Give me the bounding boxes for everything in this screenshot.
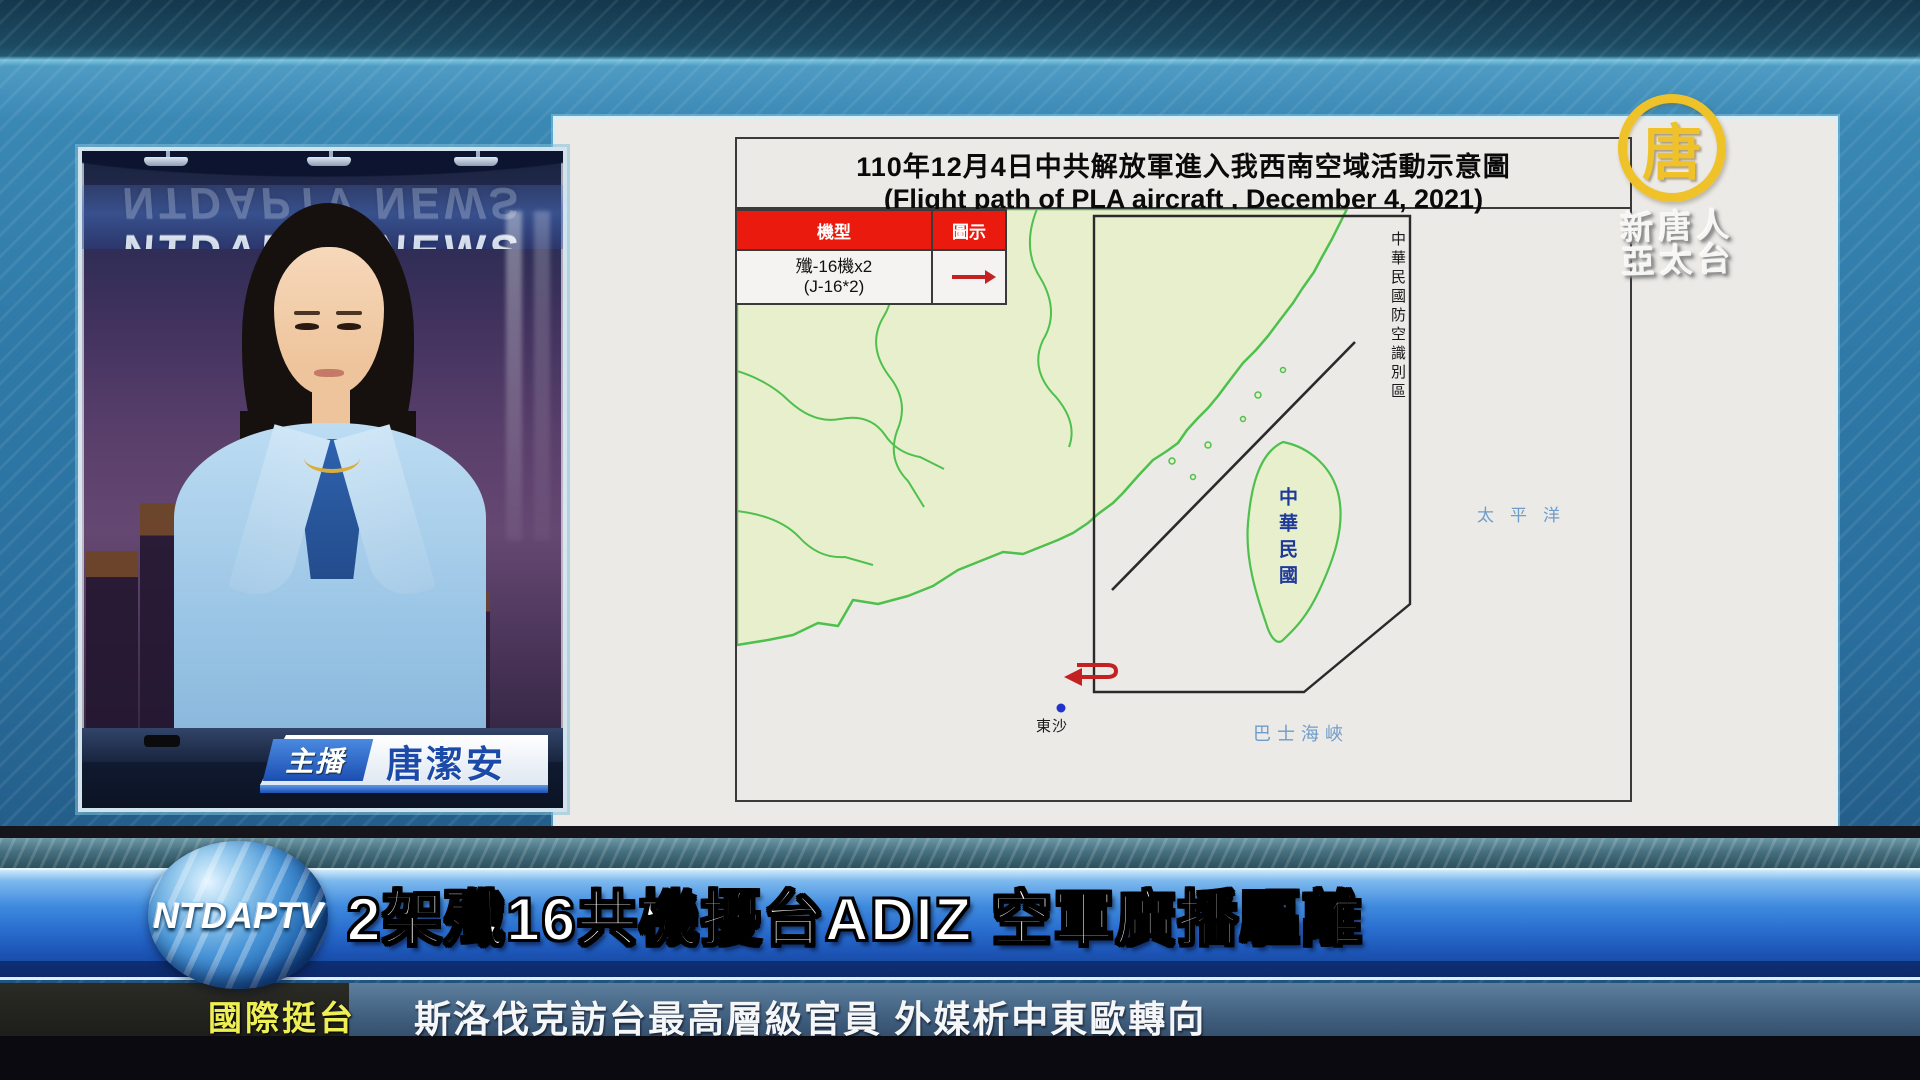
ntdaptv-globe-logo: NTDAPTV — [148, 841, 328, 989]
legend-col-symbol: 圖示 — [952, 222, 986, 242]
legend-aircraft-type: 殲-16機x2 (J-16*2) — [737, 251, 933, 303]
province-border — [737, 370, 945, 470]
strait-median-line — [1111, 341, 1356, 591]
legend-aircraft-type-en: (J-16*2) — [803, 277, 865, 296]
globe-sphere — [148, 841, 328, 989]
ntd-seal-logo: 唐 — [1618, 94, 1726, 202]
chart-title-zh: 110年12月4日中共解放軍進入我西南空域活動示意圖 — [856, 152, 1511, 182]
studio-light — [454, 151, 498, 166]
map-canvas — [737, 209, 1412, 713]
legend-header-row: 機型 圖示 — [737, 211, 1005, 249]
ticker-category-box — [0, 983, 349, 1036]
ticker-text: 斯洛伐克訪台最高層級官員 外媒析中東歐轉向 — [414, 999, 1207, 1040]
adiz-boundary — [1092, 214, 1412, 694]
nametag-underline — [260, 785, 548, 793]
map-panel: 110年12月4日中共解放軍進入我西南空域活動示意圖 (Flight path … — [553, 116, 1838, 828]
studio-light — [307, 151, 351, 166]
mainland-china-landmass — [737, 209, 1349, 647]
legend-col-aircraft-type: 機型 — [737, 211, 933, 249]
legend-symbol-cell — [933, 251, 1005, 303]
coastal-islands — [1168, 366, 1287, 481]
flight-path-arrow-icon — [952, 270, 996, 284]
bottom-black-band — [0, 1036, 1920, 1080]
anchor-neck — [312, 387, 350, 429]
studio-light — [144, 151, 188, 166]
anchor-necklace — [304, 443, 360, 473]
city-skyline-building — [86, 551, 138, 736]
divider-black-band — [0, 826, 1920, 838]
anchor-eye — [295, 323, 319, 330]
legend-data-row: 殲-16機x2 (J-16*2) — [737, 249, 1005, 303]
anchor-video-frame: NTDAPTV NEWS NTDAPTV NEWS 主播 唐潔安 — [78, 147, 567, 812]
anchor-nametag: 主播 唐潔安 — [260, 735, 548, 795]
brand-line1: 新唐人 — [1619, 206, 1736, 247]
taiwan-island — [1246, 440, 1342, 643]
label-pacific: 太平洋 — [1477, 506, 1576, 525]
globe-text: NTDAPTV — [153, 895, 323, 936]
anchor-face — [274, 247, 384, 395]
desk-remote — [144, 735, 180, 747]
anchor-lips — [314, 369, 344, 377]
label-taiwan: 中華民國 — [1276, 487, 1297, 591]
anchor-eyebrow — [294, 311, 320, 315]
backdrop-light-streak — [534, 211, 550, 541]
anchor-eyebrow — [336, 311, 362, 315]
nametag-role-label: 主播 — [262, 739, 374, 781]
label-dongsha: 東沙 — [1036, 718, 1069, 735]
chart-title-box: 110年12月4日中共解放軍進入我西南空域活動示意圖 (Flight path … — [737, 139, 1630, 214]
brand-line2: 亞太台 — [1620, 240, 1737, 281]
legend-aircraft-type-zh: 殲-16機x2 — [795, 257, 873, 276]
station-brand: 新唐人 亞太台 — [1595, 206, 1761, 281]
legend-table: 機型 圖示 殲-16機x2 (J-16*2) — [737, 209, 1007, 305]
backdrop-light-streak — [506, 211, 522, 541]
label-adiz: 中華民國防空識別區 — [1389, 231, 1406, 402]
dongsha-dot — [1056, 703, 1066, 713]
ticker-category: 國際挺台 — [208, 1000, 356, 1038]
nametag-anchor-name: 唐潔安 — [386, 744, 506, 785]
label-bashi-channel: 巴士海峽 — [1253, 724, 1349, 744]
flight-path-chart: 110年12月4日中共解放軍進入我西南空域活動示意圖 (Flight path … — [735, 137, 1632, 802]
ticker-bar: 國際挺台 斯洛伐克訪台最高層級官員 外媒析中東歐轉向 — [0, 983, 1920, 1040]
province-border — [1028, 209, 1073, 448]
flight-path-j16 — [1064, 663, 1119, 686]
anchor-eye — [337, 323, 361, 330]
headline-text: 2架殲16共機擾台ADIZ 空軍廣播驅離 — [346, 885, 1364, 954]
divider-hatched-band — [0, 838, 1920, 868]
province-border — [737, 510, 874, 566]
seal-character: 唐 — [1642, 119, 1702, 187]
